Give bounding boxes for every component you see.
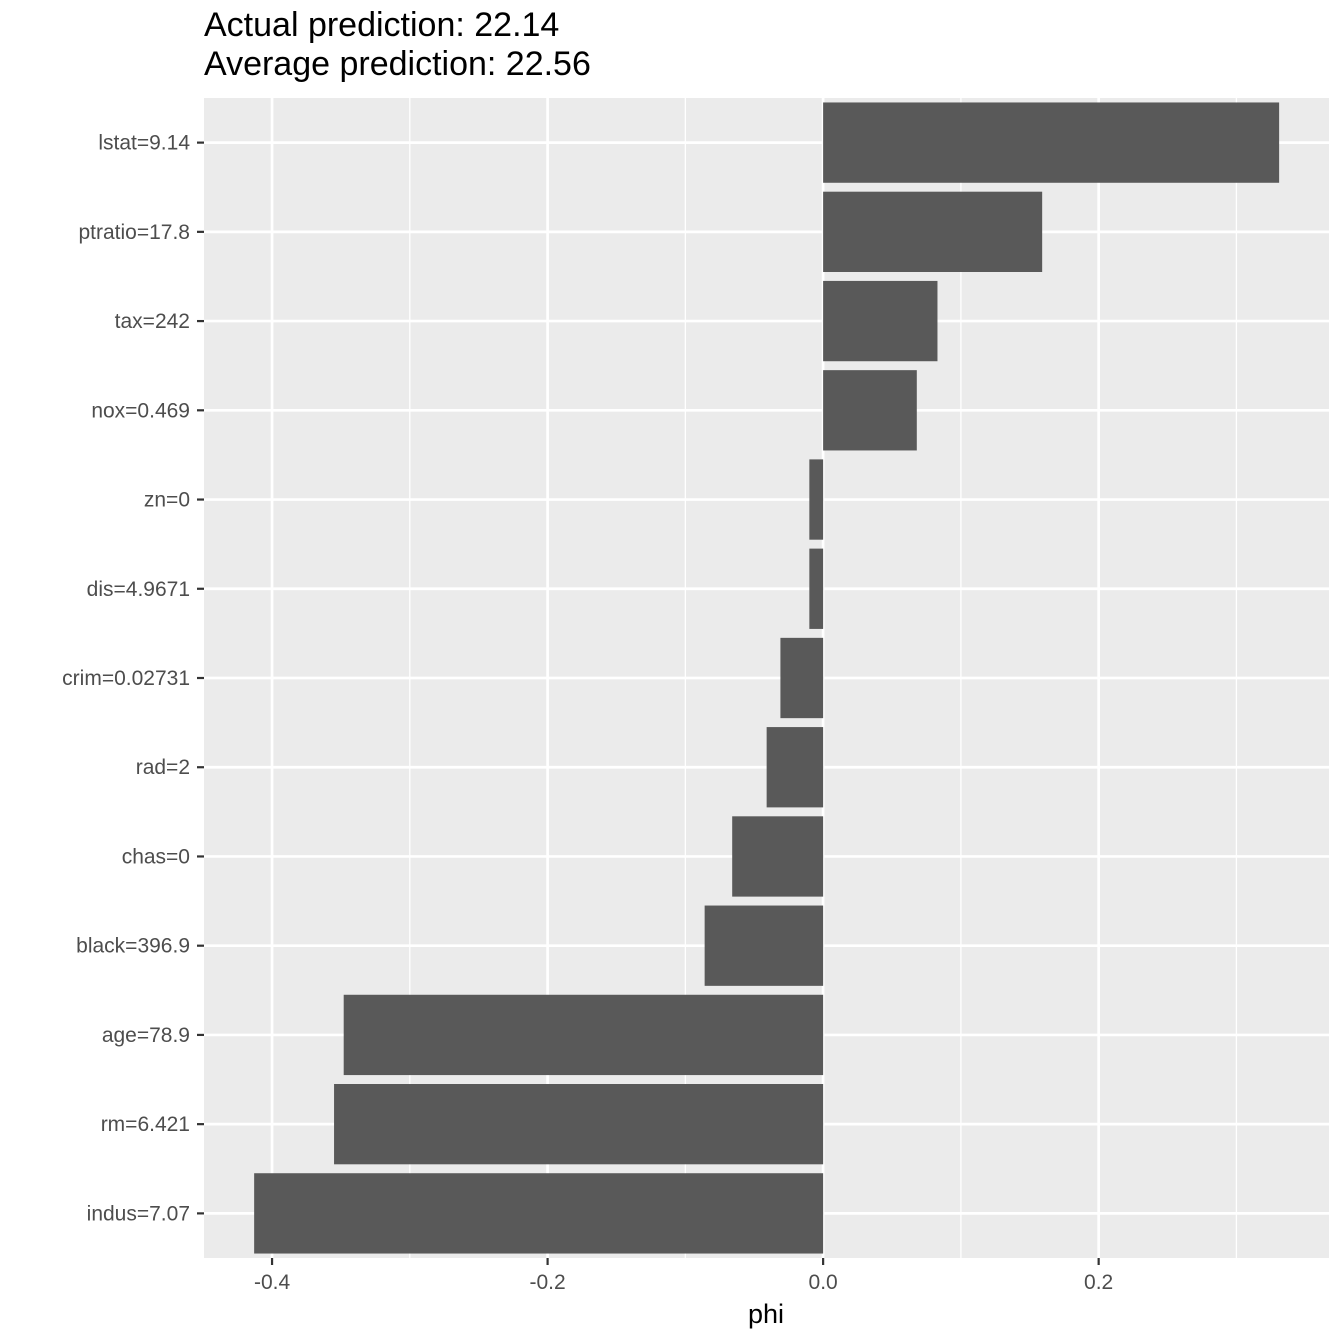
bar-rm [334,1084,824,1165]
y-tick-label: indus=7.07 [87,1202,190,1225]
bars [254,102,1280,1254]
bar-chas [732,816,824,897]
bar-indus [254,1173,824,1254]
y-tick-label: tax=242 [115,310,190,333]
title-block: Actual prediction: 22.14 Average predict… [204,6,591,84]
y-tick-label: dis=4.9671 [87,578,190,601]
chart-title: Actual prediction: 22.14 [204,6,560,44]
bar-rad [766,727,824,808]
y-tick-label: lstat=9.14 [98,132,190,155]
y-tick-label: rm=6.421 [101,1113,190,1136]
y-tick-label: black=396.9 [76,935,190,958]
x-tick-label: 0.0 [809,1271,838,1294]
x-axis-title: phi [748,1299,784,1329]
bar-ptratio [823,191,1043,272]
bar-zn [809,459,824,540]
y-tick-label: zn=0 [144,489,190,512]
bar-tax [823,280,938,362]
bar-dis [809,548,824,629]
y-tick-label: rad=2 [136,756,190,779]
y-axis: lstat=9.14 ptratio=17.8 tax=242 nox=0.469 zn… [62,132,204,1225]
bar-nox [823,370,917,451]
bar-black [704,905,824,986]
bar-lstat [823,102,1280,183]
x-tick-label: -0.4 [254,1271,291,1294]
grid-major [204,98,1329,1258]
y-tick-label: age=78.9 [102,1024,190,1047]
y-tick-label: nox=0.469 [91,399,190,422]
x-tick-label: 0.2 [1084,1271,1113,1294]
bar-crim [780,637,824,719]
y-tick-label: chas=0 [122,845,190,868]
y-tick-label: ptratio=17.8 [78,221,190,244]
bar-age [343,994,824,1076]
x-axis: -0.4 -0.2 0.0 0.2 [254,1258,1113,1294]
x-tick-label: -0.2 [529,1271,565,1294]
chart-subtitle: Average prediction: 22.56 [204,45,591,83]
y-tick-label: crim=0.02731 [62,667,190,690]
